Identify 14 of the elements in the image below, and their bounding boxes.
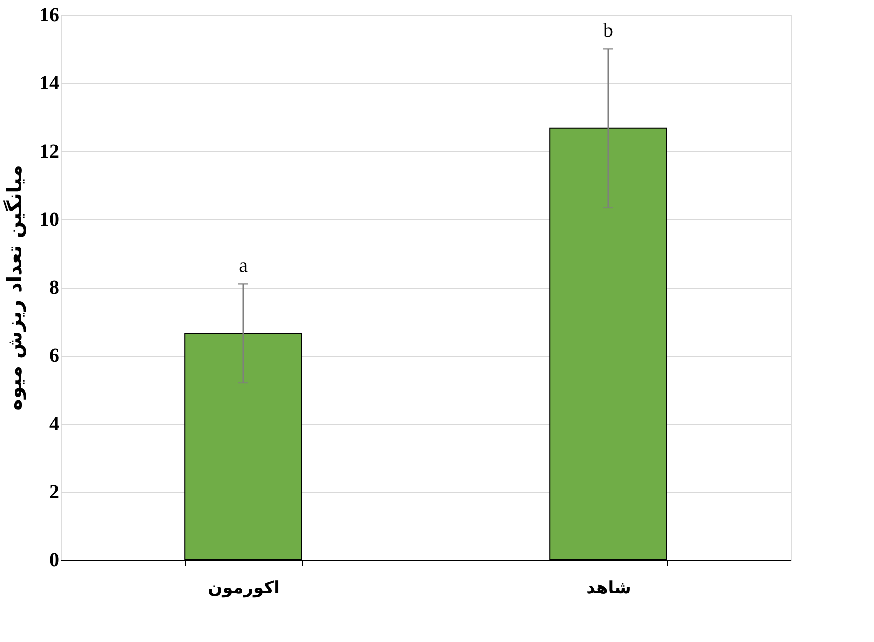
y-tick-label: 0 <box>50 550 60 572</box>
y-tick-label: 6 <box>50 345 60 368</box>
y-tick-label: 2 <box>50 481 60 504</box>
y-axis-title: میانگین تعداد ریزش میوه <box>2 165 26 411</box>
y-tick-label: 14 <box>40 72 60 95</box>
y-tick-label: 8 <box>50 277 60 299</box>
y-tick-label: 12 <box>40 140 60 163</box>
y-tick-label: 10 <box>40 208 60 231</box>
annotation: a <box>239 255 248 278</box>
x-tick-label: شاهد <box>586 578 632 598</box>
y-tick-label: 4 <box>50 413 60 436</box>
x-tick-label: اکورمون <box>208 578 280 598</box>
annotation: b <box>604 20 614 42</box>
y-tick-label: 16 <box>40 4 60 26</box>
